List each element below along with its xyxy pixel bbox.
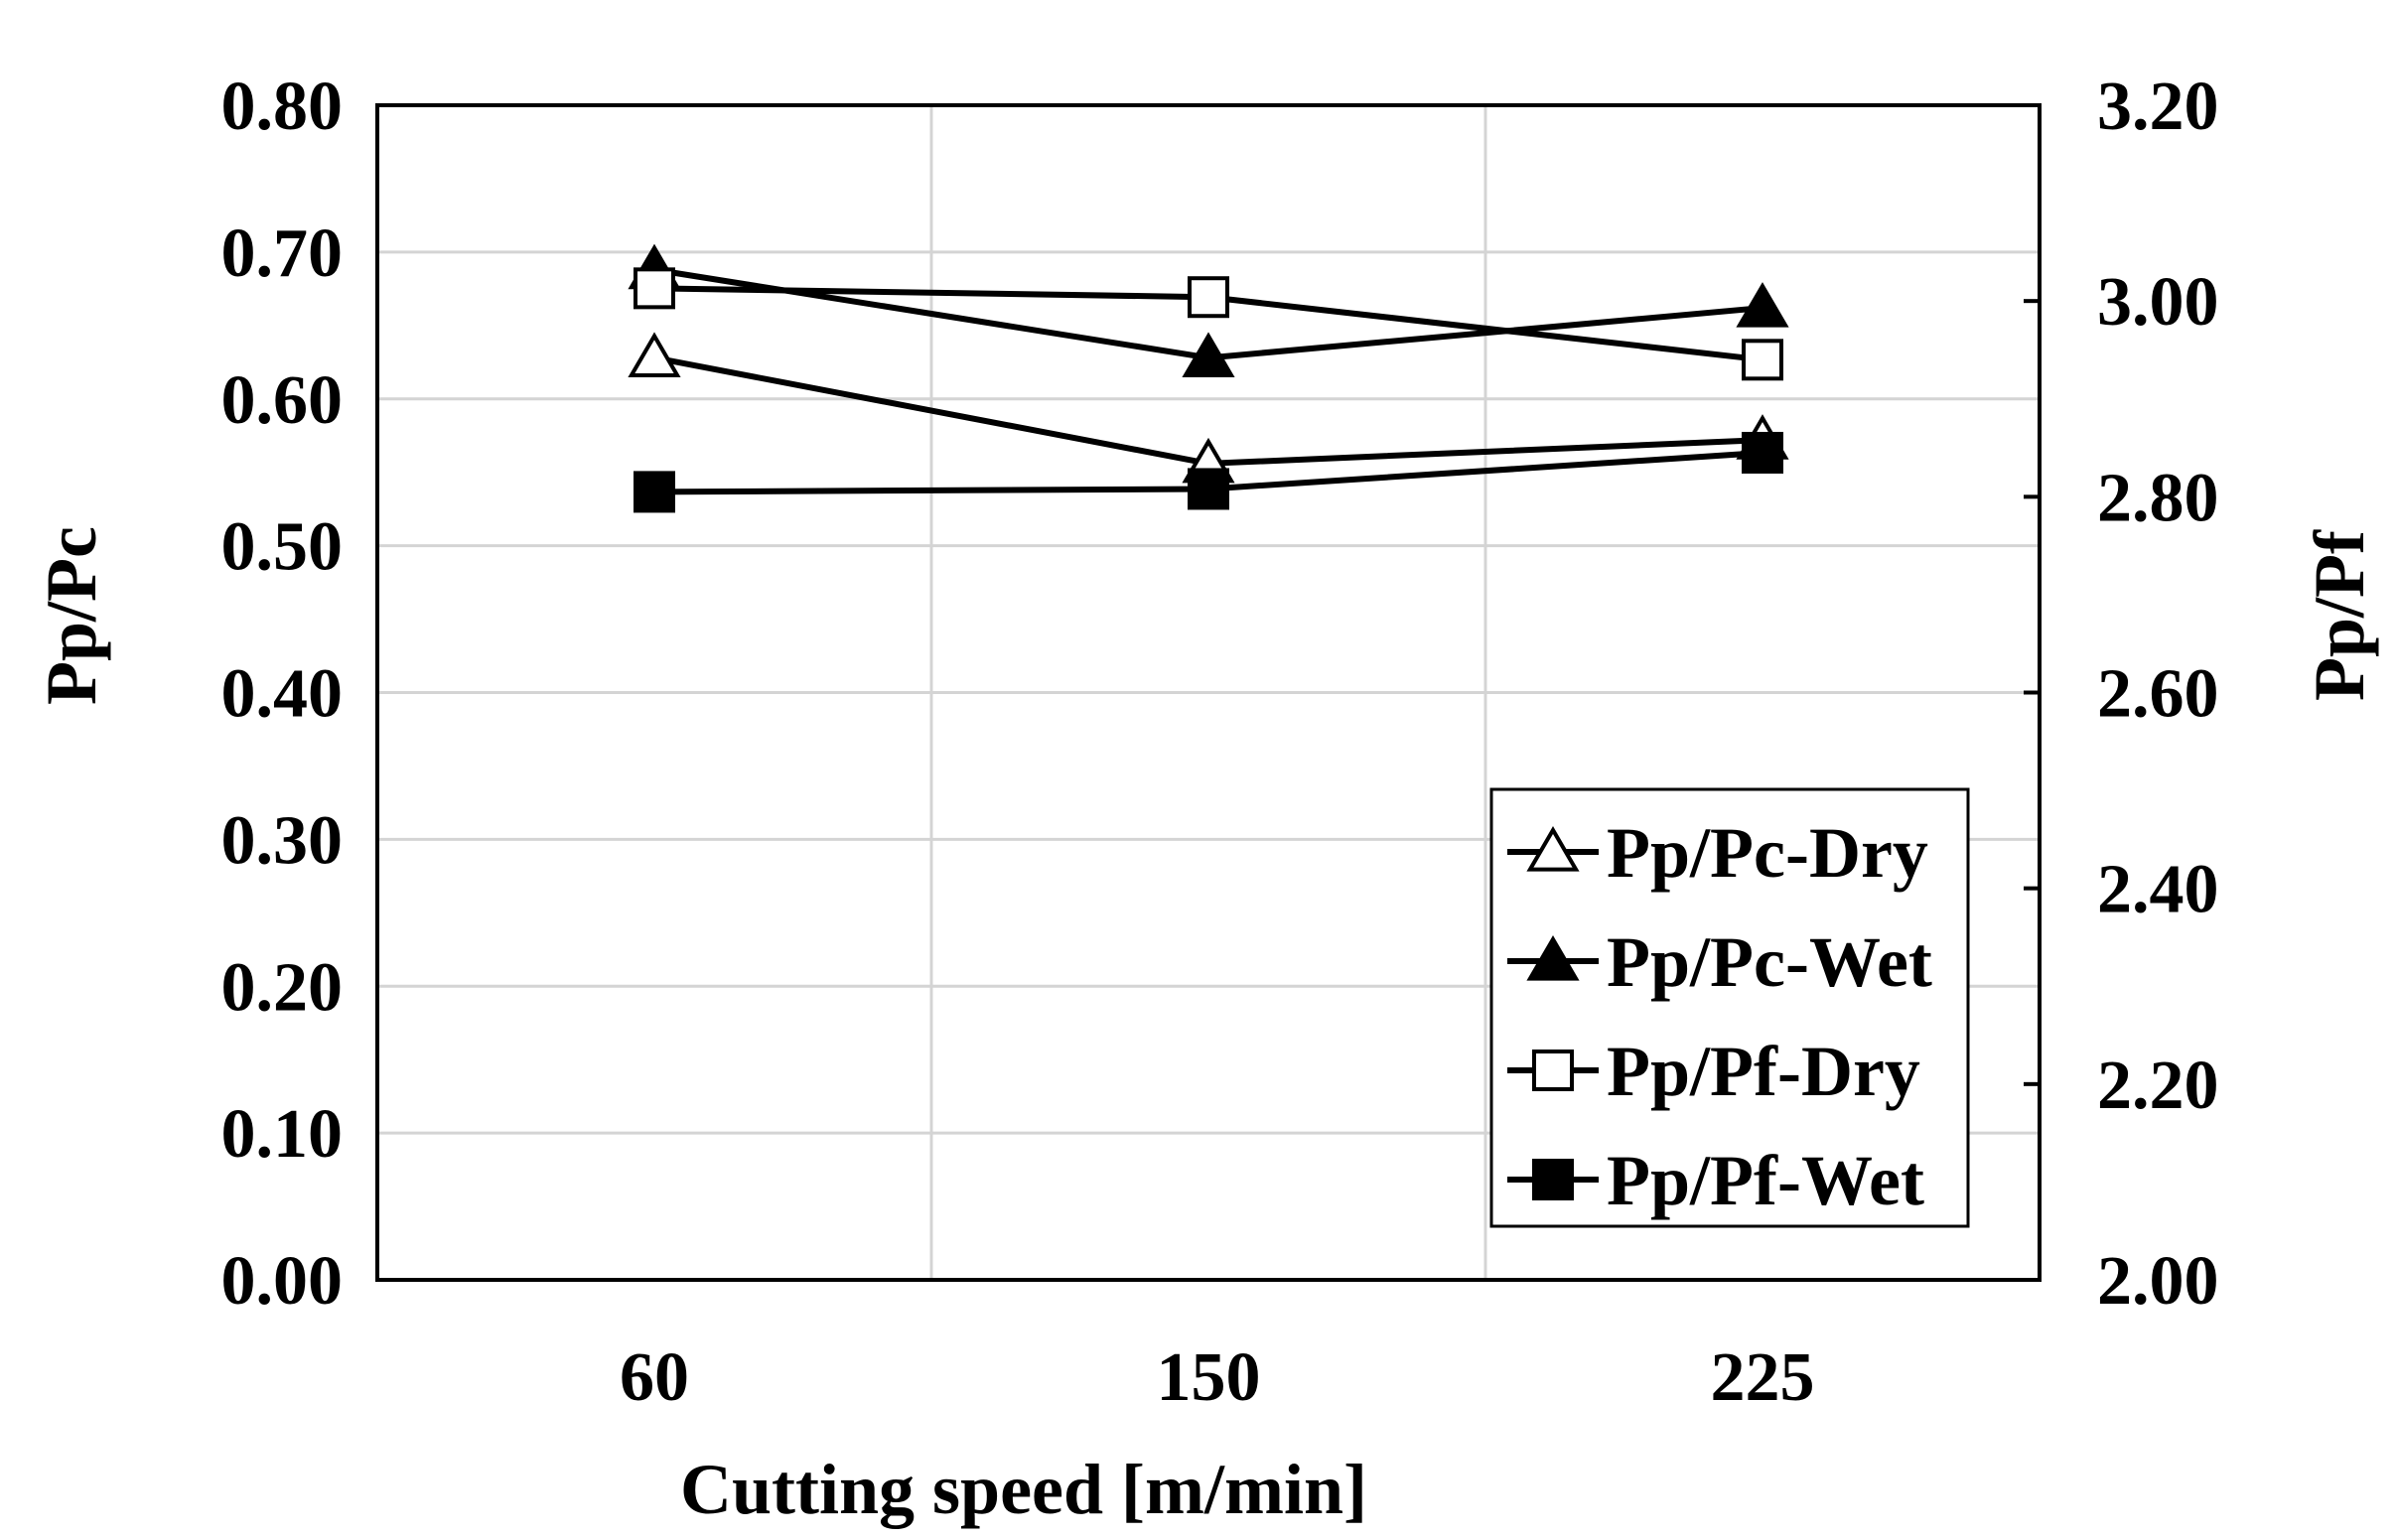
data-point — [628, 332, 681, 377]
y-axis-title-left: Pp/Pc — [32, 526, 111, 705]
y-tick-label-left: 0.70 — [221, 215, 344, 292]
legend-marker — [1526, 935, 1580, 981]
legend-marker — [1532, 1050, 1574, 1091]
data-point — [1742, 339, 1783, 381]
legend-marker — [1532, 1159, 1574, 1200]
data-point — [634, 267, 675, 310]
legend-marker — [1526, 826, 1580, 872]
y-tick-label-right: 2.60 — [2097, 656, 2219, 733]
data-point — [1188, 468, 1229, 510]
y-tick-label-right: 3.00 — [2097, 264, 2219, 341]
legend-label: Pp/Pf-Dry — [1607, 1032, 1920, 1111]
legend: Pp/Pc-Dry Pp/Pc-Wet Pp/Pf-Dry Pp/Pf-Wet — [1489, 787, 1970, 1228]
legend-label: Pp/Pc-Dry — [1607, 813, 1928, 893]
y-tick-label-right: 2.80 — [2097, 460, 2219, 536]
y-tick-label-left: 0.00 — [221, 1243, 344, 1320]
y-axis-title-right: Pp/Pf — [2300, 529, 2379, 701]
data-point — [1736, 282, 1789, 328]
data-point — [1182, 332, 1235, 377]
data-point — [1188, 276, 1229, 319]
y-tick-label-left: 0.40 — [221, 656, 344, 733]
y-tick-label-left: 0.30 — [221, 802, 344, 879]
data-point — [1742, 431, 1783, 474]
y-tick-label-left: 0.50 — [221, 509, 344, 586]
y-tick-label-left: 0.10 — [221, 1096, 344, 1173]
legend-label: Pp/Pc-Wet — [1607, 922, 1932, 1002]
y-tick-label-right: 3.20 — [2097, 69, 2219, 145]
legend-label: Pp/Pf-Wet — [1607, 1141, 1924, 1220]
x-tick-label: 225 — [1711, 1339, 1815, 1416]
data-point — [634, 471, 675, 513]
x-tick-label: 150 — [1157, 1339, 1261, 1416]
y-tick-label-left: 0.60 — [221, 362, 344, 439]
y-tick-label-right: 2.00 — [2097, 1243, 2219, 1320]
y-tick-label-left: 0.20 — [221, 949, 344, 1026]
x-axis-title: Cutting speed [m/min] — [680, 1450, 1367, 1529]
y-tick-label-right: 2.40 — [2097, 852, 2219, 928]
y-tick-label-left: 0.80 — [221, 69, 344, 145]
series-layer — [628, 243, 1789, 513]
y-tick-label-right: 2.20 — [2097, 1048, 2219, 1124]
tick-layer: 0.00 0.10 0.20 0.30 0.40 0.50 0.60 0.70 0.80 2.00… — [221, 69, 2219, 1416]
x-tick-label: 60 — [620, 1339, 689, 1416]
